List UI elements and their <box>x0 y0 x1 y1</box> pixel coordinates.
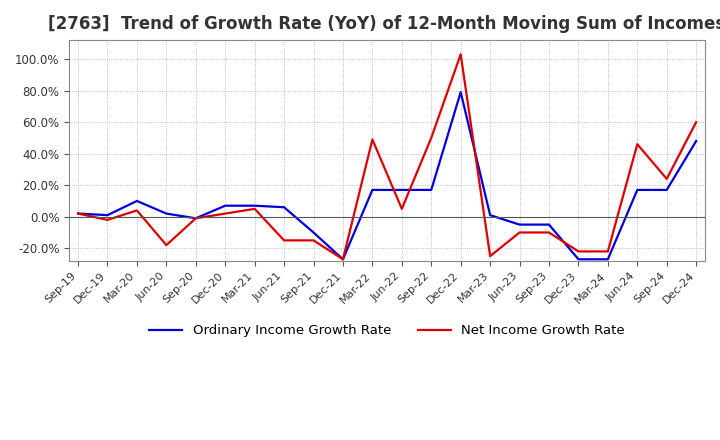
Ordinary Income Growth Rate <box>73 211 82 216</box>
Ordinary Income Growth Rate <box>486 213 495 218</box>
Net Income Growth Rate <box>192 216 200 221</box>
Ordinary Income Growth Rate <box>516 222 524 227</box>
Net Income Growth Rate <box>338 257 347 262</box>
Ordinary Income Growth Rate <box>427 187 436 193</box>
Ordinary Income Growth Rate <box>456 89 465 95</box>
Net Income Growth Rate <box>397 206 406 212</box>
Net Income Growth Rate <box>221 211 230 216</box>
Net Income Growth Rate <box>603 249 612 254</box>
Title: [2763]  Trend of Growth Rate (YoY) of 12-Month Moving Sum of Incomes: [2763] Trend of Growth Rate (YoY) of 12-… <box>48 15 720 33</box>
Ordinary Income Growth Rate <box>544 222 553 227</box>
Net Income Growth Rate <box>103 217 112 223</box>
Ordinary Income Growth Rate <box>280 205 289 210</box>
Net Income Growth Rate <box>516 230 524 235</box>
Net Income Growth Rate <box>456 51 465 57</box>
Net Income Growth Rate <box>368 137 377 142</box>
Ordinary Income Growth Rate <box>103 213 112 218</box>
Ordinary Income Growth Rate <box>338 257 347 262</box>
Ordinary Income Growth Rate <box>309 230 318 235</box>
Line: Net Income Growth Rate: Net Income Growth Rate <box>78 54 696 259</box>
Ordinary Income Growth Rate <box>368 187 377 193</box>
Ordinary Income Growth Rate <box>574 257 582 262</box>
Ordinary Income Growth Rate <box>192 216 200 221</box>
Net Income Growth Rate <box>662 176 671 182</box>
Net Income Growth Rate <box>280 238 289 243</box>
Ordinary Income Growth Rate <box>132 198 141 204</box>
Net Income Growth Rate <box>486 253 495 259</box>
Ordinary Income Growth Rate <box>662 187 671 193</box>
Ordinary Income Growth Rate <box>221 203 230 208</box>
Net Income Growth Rate <box>544 230 553 235</box>
Ordinary Income Growth Rate <box>633 187 642 193</box>
Net Income Growth Rate <box>73 211 82 216</box>
Ordinary Income Growth Rate <box>397 187 406 193</box>
Net Income Growth Rate <box>692 120 701 125</box>
Ordinary Income Growth Rate <box>251 203 259 208</box>
Ordinary Income Growth Rate <box>603 257 612 262</box>
Net Income Growth Rate <box>427 135 436 140</box>
Net Income Growth Rate <box>162 242 171 248</box>
Net Income Growth Rate <box>251 206 259 212</box>
Ordinary Income Growth Rate <box>692 139 701 144</box>
Net Income Growth Rate <box>309 238 318 243</box>
Net Income Growth Rate <box>633 142 642 147</box>
Legend: Ordinary Income Growth Rate, Net Income Growth Rate: Ordinary Income Growth Rate, Net Income … <box>144 319 630 343</box>
Line: Ordinary Income Growth Rate: Ordinary Income Growth Rate <box>78 92 696 259</box>
Net Income Growth Rate <box>574 249 582 254</box>
Net Income Growth Rate <box>132 208 141 213</box>
Ordinary Income Growth Rate <box>162 211 171 216</box>
